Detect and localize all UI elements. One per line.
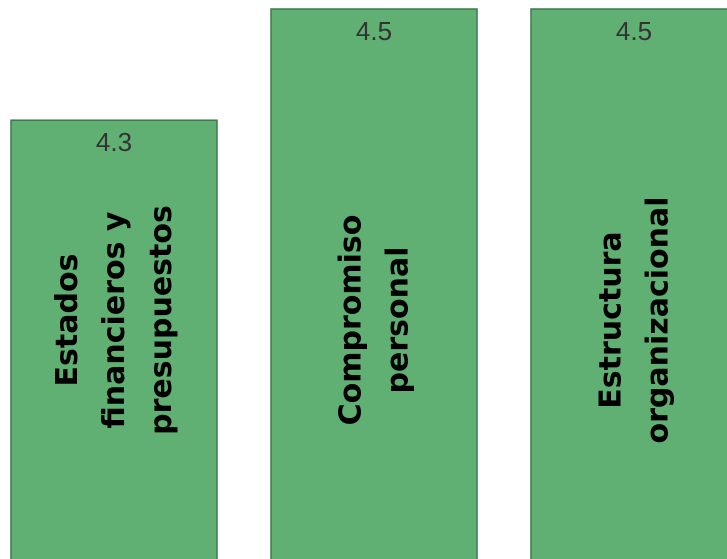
category-label-3-line-1: Estructura [594, 231, 629, 408]
category-label-1: Estados financieros y presupuestos [50, 205, 179, 435]
bar-3 [530, 8, 727, 559]
data-label-1: 4.3 [96, 127, 132, 157]
data-label-3: 4.5 [616, 16, 652, 46]
category-label-2-line-1: Compromiso [334, 215, 369, 426]
category-label-1-line-2: financieros y [97, 211, 132, 428]
bar-1 [10, 119, 218, 559]
category-label-2-line-2: personal [381, 247, 416, 394]
category-label-3: Estructura organizacional [594, 196, 676, 443]
category-label-2: Compromiso personal [334, 215, 416, 426]
bar-2 [270, 8, 478, 559]
category-label-1-line-3: presupuestos [144, 205, 179, 435]
category-label-1-line-1: Estados [50, 254, 85, 387]
category-label-3-line-2: organizacional [641, 196, 676, 443]
data-label-2: 4.5 [356, 16, 392, 46]
